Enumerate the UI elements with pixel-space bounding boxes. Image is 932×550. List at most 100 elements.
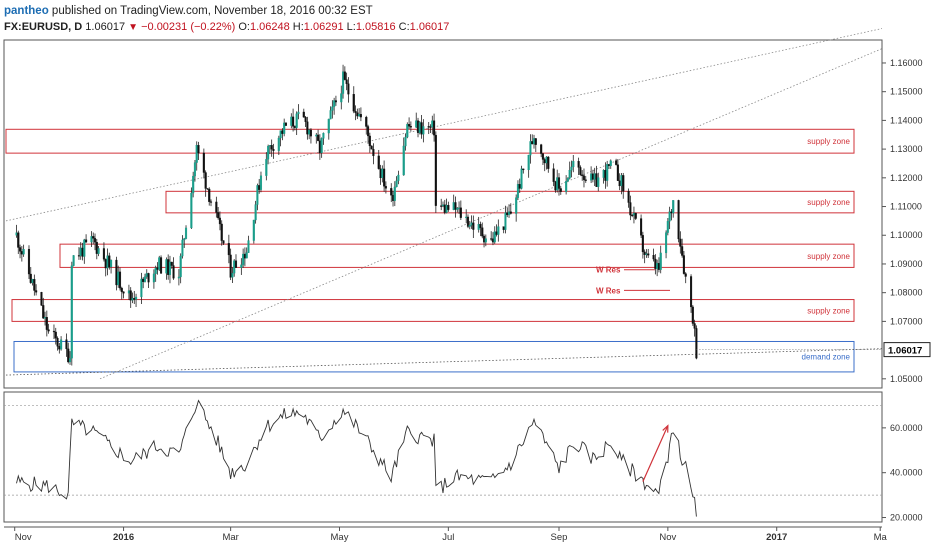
candle-body [254,204,257,221]
candle [340,85,343,110]
candle [277,135,280,156]
candle-body [345,79,348,84]
candle [256,183,259,211]
candle [397,170,400,185]
candle-body [666,221,669,233]
author-link[interactable]: pantheo [4,5,49,17]
candle [318,134,321,160]
candle-body [265,159,268,176]
candle-body [497,226,500,235]
candle-body [95,242,98,254]
candle-body [677,200,680,240]
price-tick-label: 1.05000 [890,374,923,384]
candle [217,206,220,220]
candle-body [679,238,682,247]
candle [640,214,643,238]
candle-body [320,138,323,154]
candle-body [370,145,373,150]
candle [56,336,59,351]
candle-body [418,122,421,133]
candle [292,108,295,132]
candle [165,257,168,280]
candle [377,149,380,170]
candle-body [29,273,32,283]
candle-body [570,166,573,171]
candle [97,246,100,257]
candle [684,272,687,284]
candle [92,232,95,245]
candle [170,261,173,269]
candle [527,154,530,178]
candle-body [192,175,195,194]
candle-body [165,259,168,274]
candle [381,165,384,183]
rsi-tick-label: 20.0000 [890,513,923,523]
candle [356,108,359,120]
candle [122,291,125,299]
candle [317,129,320,142]
candle-body [117,271,120,286]
candle-body [115,259,118,286]
candle [135,293,138,307]
candle-body [302,111,305,118]
candle-body [522,168,525,171]
candle [372,143,375,165]
candle [465,209,468,224]
candle-body [110,259,113,268]
candle [379,164,382,185]
candle [354,105,357,121]
down-triangle-icon: ▼ [128,22,139,33]
candle [281,128,284,141]
candle-body [647,253,650,256]
price-tick-label: 1.11000 [890,202,922,212]
candle [427,122,430,135]
zone-rect [59,243,855,268]
zone-label: demand zone [802,353,851,362]
candle [302,108,305,118]
zone-rect [13,340,855,373]
candle-body [184,227,188,239]
candle [634,212,637,221]
candle [565,175,568,195]
candle [509,203,512,215]
candle [45,310,48,337]
candle [309,128,312,144]
candle-body [543,159,546,164]
candle [154,265,157,282]
time-tick-label: Sep [551,532,568,543]
candle-body [622,175,625,192]
candle [229,248,232,281]
candle-body [452,202,455,210]
zone-label: supply zone [807,198,850,207]
candle-body [177,276,180,279]
candle [540,143,543,158]
candle-body [67,348,70,363]
candle-body [217,212,220,219]
price-tick-label: 1.12000 [890,173,923,183]
candle [552,163,555,187]
candle-body [183,238,186,241]
candle-body [458,207,461,209]
candle [20,246,23,262]
candle [290,113,293,129]
candle-body [604,169,607,181]
candle [566,177,569,183]
candle-body [584,179,587,181]
candle [31,278,34,286]
candle [104,258,107,277]
candle-body [83,239,86,257]
candle-body [641,235,644,253]
candle-body [383,168,386,187]
candle-body [143,276,147,282]
candle-body [259,175,263,190]
candle-body [693,323,696,329]
candle [218,211,221,231]
candle-body [607,164,611,167]
candle-body [356,112,359,117]
zone-label: supply zone [807,252,850,261]
symbol-label[interactable]: FX:EURUSD, D [4,21,83,33]
candle-body [133,297,136,300]
candle-body [292,116,295,127]
candle [359,107,362,122]
